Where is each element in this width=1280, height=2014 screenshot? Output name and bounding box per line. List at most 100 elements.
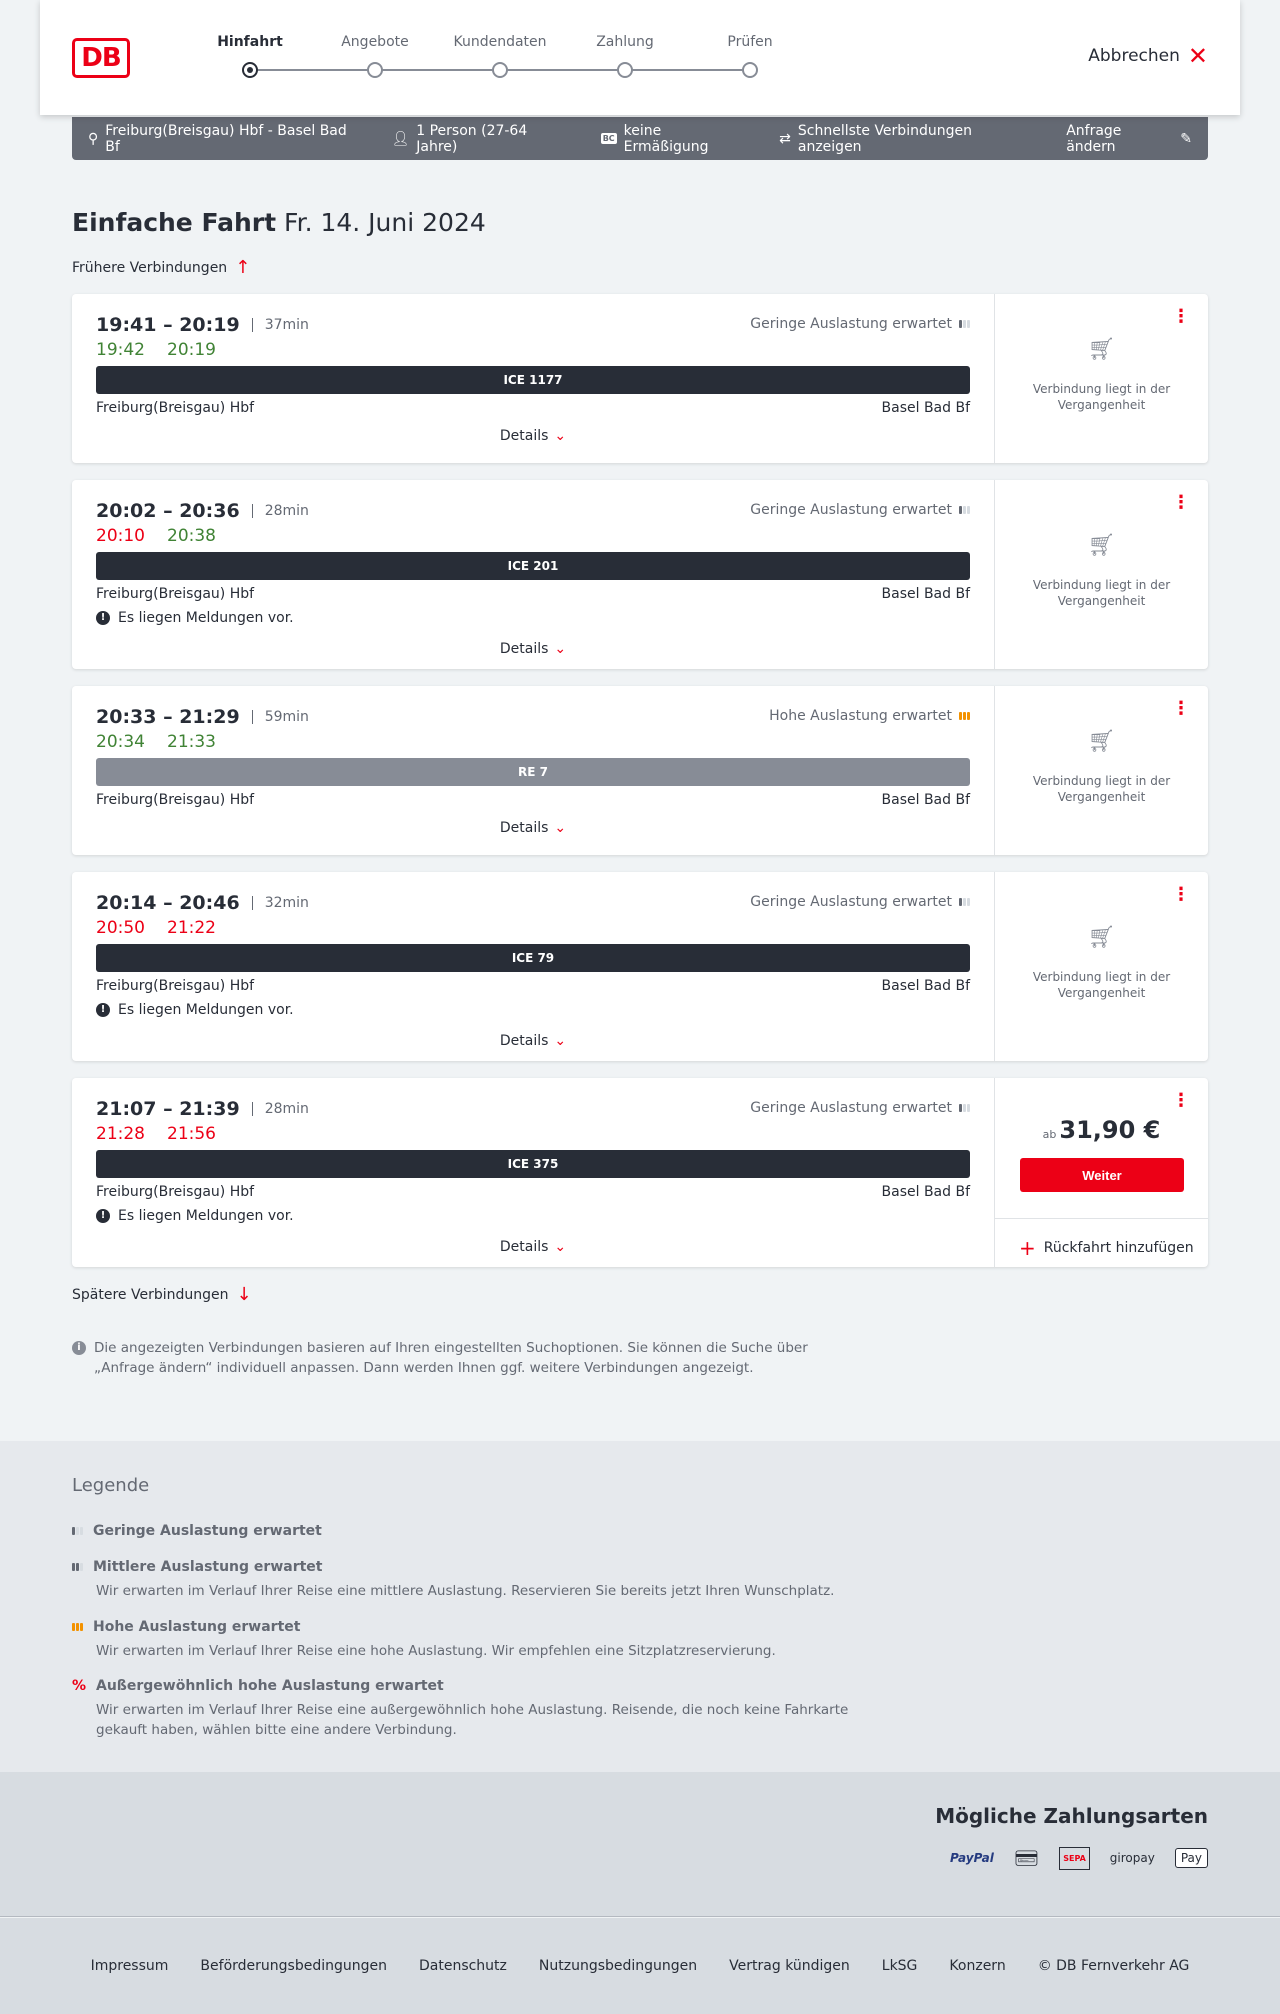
low-load-icon	[959, 320, 970, 328]
high-load-icon	[72, 1623, 83, 1631]
db-logo[interactable]: DB	[72, 38, 130, 78]
load-text: Geringe Auslastung erwartet	[750, 502, 952, 518]
footer-link[interactable]: © DB Fernverkehr AG	[1037, 1958, 1190, 1974]
times-text: 20:14 – 20:46	[96, 892, 240, 914]
footer-link[interactable]: Konzern	[949, 1958, 1006, 1974]
earlier-connections-link[interactable]: Frühere Verbindungen ↑	[72, 257, 250, 278]
progress-stepper: Hinfahrt Angebote Kundendaten Zahlung Pr…	[180, 34, 773, 84]
duration: 32min	[251, 896, 309, 910]
scheduled-times: 20:02 – 20:36 28min	[96, 500, 309, 522]
step-dot	[242, 62, 258, 78]
footer-link[interactable]: Beförderungsbedingungen	[200, 1958, 387, 1974]
realtime-times: 20:10 20:38	[96, 526, 216, 546]
legend-item-low: Geringe Auslastung erwartet	[72, 1523, 872, 1539]
offer-panel: ⋮ 🛒︎ Verbindung liegt in der Vergangenhei…	[994, 480, 1208, 669]
realtime-arrival: 21:22	[167, 918, 216, 938]
step-angebote: Angebote	[341, 34, 409, 50]
load-text: Geringe Auslastung erwartet	[750, 316, 952, 332]
duration: 37min	[251, 318, 309, 332]
step-zahlung: Zahlung	[596, 34, 654, 50]
discount-text: keine Ermäßigung	[623, 122, 709, 155]
later-label: Spätere Verbindungen	[72, 1286, 229, 1303]
legend-item-desc: Wir erwarten im Verlauf Ihrer Reise eine…	[96, 1702, 849, 1738]
edit-request-button[interactable]: Anfrage ändern ✎	[1066, 123, 1192, 155]
more-options-icon[interactable]: ⋮	[1172, 884, 1190, 905]
cart-unavailable-icon: 🛒︎	[1087, 532, 1116, 558]
price-prefix: ab	[1042, 1128, 1057, 1141]
step-kundendaten: Kundendaten	[453, 34, 547, 50]
message-text: Es liegen Meldungen vor.	[118, 1002, 294, 1018]
legend-item-exceptional: % Außergewöhnlich hohe Auslastung erwarte…	[72, 1678, 872, 1740]
arrival-station: Basel Bad Bf	[881, 400, 970, 416]
scheduled-times: 21:07 – 21:39 28min	[96, 1098, 309, 1120]
giropay-icon: giropay	[1109, 1851, 1155, 1865]
step-dot	[742, 62, 758, 78]
low-load-icon	[959, 1104, 970, 1112]
info-icon: i	[72, 1341, 86, 1355]
add-return-button[interactable]: + Rückfahrt hinzufügen	[1019, 1236, 1194, 1260]
chevron-down-icon: ⌄	[554, 641, 567, 657]
details-label: Details	[499, 428, 549, 444]
duration: 59min	[251, 710, 309, 724]
train-bar: RE 7	[96, 758, 970, 786]
times-text: 20:02 – 20:36	[96, 500, 240, 522]
details-toggle[interactable]: Details ⌄	[96, 820, 970, 836]
cancel-button[interactable]: Abbrechen ✕	[1088, 44, 1208, 68]
continue-button[interactable]: Weiter	[1020, 1158, 1184, 1192]
header: DB Hinfahrt Angebote Kundendaten Zahlung…	[40, 0, 1240, 115]
offer-panel: ⋮ 🛒︎ Verbindung liegt in der Vergangenhei…	[994, 294, 1208, 463]
footer-link[interactable]: LkSG	[881, 1958, 918, 1974]
footer-link[interactable]: Nutzungsbedingungen	[538, 1958, 698, 1974]
note-text: Die angezeigten Verbindungen basieren au…	[94, 1340, 808, 1376]
connection-card[interactable]: 20:33 – 21:29 59min Hohe Auslastung erwar…	[72, 686, 1208, 855]
chevron-down-icon: ⌄	[554, 1033, 567, 1049]
past-connection-status: Verbindung liegt in der Vergangenheit	[1032, 577, 1171, 608]
footer-link[interactable]: Impressum	[90, 1958, 169, 1974]
departure-station: Freiburg(Breisgau) Hbf	[96, 400, 255, 416]
details-toggle[interactable]: Details ⌄	[96, 641, 970, 657]
exceptional-load-icon: %	[72, 1678, 87, 1694]
details-toggle[interactable]: Details ⌄	[96, 428, 970, 444]
arrival-station: Basel Bad Bf	[881, 978, 970, 994]
train-bar: ICE 375	[96, 1150, 970, 1178]
trip-type: Einfache Fahrt	[72, 208, 277, 237]
messages-notice: ! Es liegen Meldungen vor.	[96, 1002, 294, 1018]
legend-item-title: Außergewöhnlich hohe Auslastung erwartet	[96, 1678, 444, 1694]
connection-card[interactable]: 19:41 – 20:19 37min Geringe Auslastung er…	[72, 294, 1208, 463]
times-text: 19:41 – 20:19	[96, 314, 240, 336]
more-options-icon[interactable]: ⋮	[1172, 698, 1190, 719]
info-note: i Die angezeigten Verbindungen basieren a…	[72, 1338, 852, 1378]
messages-notice: ! Es liegen Meldungen vor.	[96, 610, 294, 626]
credit-card-icon: 💳︎	[1013, 1846, 1040, 1870]
low-load-icon	[959, 506, 970, 514]
footer-link[interactable]: Vertrag kündigen	[729, 1958, 850, 1974]
duration: 28min	[251, 504, 309, 518]
details-label: Details	[499, 1033, 549, 1049]
paypal-icon: PayPal	[950, 1851, 994, 1865]
past-connection-status: Verbindung liegt in der Vergangenheit	[1032, 773, 1171, 804]
fastest-text: Schnellste Verbindungen anzeigen	[797, 122, 972, 155]
connection-card[interactable]: 21:07 – 21:39 28min Geringe Auslastung er…	[72, 1078, 1208, 1267]
connection-card[interactable]: 20:02 – 20:36 28min Geringe Auslastung er…	[72, 480, 1208, 669]
connection-card[interactable]: 20:14 – 20:46 32min Geringe Auslastung er…	[72, 872, 1208, 1061]
later-connections-link[interactable]: Spätere Verbindungen ↓	[72, 1284, 252, 1305]
footer-link[interactable]: Datenschutz	[418, 1958, 507, 1974]
load-indicator: Geringe Auslastung erwartet	[750, 316, 970, 332]
load-indicator: Hohe Auslastung erwartet	[769, 708, 970, 724]
legend-section: Legende Geringe Auslastung erwartet Mitt…	[0, 1441, 1280, 1772]
past-connection-status: Verbindung liegt in der Vergangenheit	[1032, 969, 1171, 1000]
more-options-icon[interactable]: ⋮	[1172, 306, 1190, 327]
load-text: Geringe Auslastung erwartet	[750, 894, 952, 910]
cart-unavailable-icon: 🛒︎	[1087, 728, 1116, 754]
offer-panel: ⋮ 🛒︎ Verbindung liegt in der Vergangenhei…	[994, 686, 1208, 855]
footer: Impressum Beförderungsbedingungen Datensch…	[0, 1918, 1280, 2014]
realtime-times: 19:42 20:19	[96, 340, 216, 360]
more-options-icon[interactable]: ⋮	[1172, 1090, 1190, 1111]
arrival-station: Basel Bad Bf	[881, 586, 970, 602]
location-pin-icon: ⚲	[88, 130, 99, 147]
price: ab 31,90 €	[995, 1116, 1208, 1144]
more-options-icon[interactable]: ⋮	[1172, 492, 1190, 513]
details-toggle[interactable]: Details ⌄	[96, 1239, 970, 1255]
details-toggle[interactable]: Details ⌄	[96, 1033, 970, 1049]
scheduled-times: 20:33 – 21:29 59min	[96, 706, 309, 728]
